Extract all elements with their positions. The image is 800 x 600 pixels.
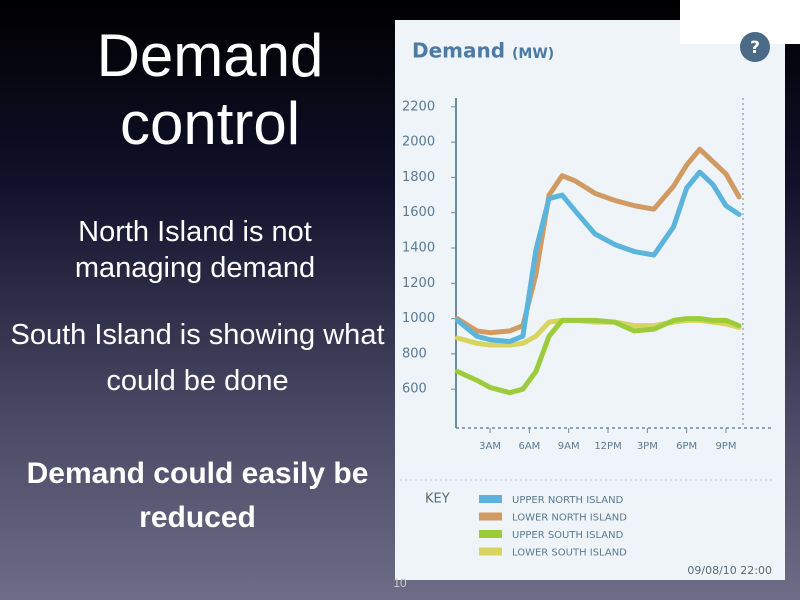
series-line	[454, 316, 742, 396]
legend-label: LOWER SOUTH ISLAND	[512, 548, 627, 559]
timestamp: 09/08/10 22:00	[687, 564, 772, 577]
legend-title: KEY	[425, 492, 450, 507]
bullet: South Island is showing what could be do…	[10, 319, 385, 397]
y-tick-label: 600	[402, 382, 427, 397]
legend-swatch	[479, 495, 502, 503]
y-tick-label: 1000	[402, 311, 435, 326]
page-number: 10	[393, 576, 407, 590]
legend-swatch	[479, 530, 502, 538]
x-tick-label: 6AM	[518, 441, 540, 452]
series-line	[454, 169, 742, 345]
slide-title: Demand control	[96, 22, 324, 157]
legend-swatch	[479, 512, 502, 521]
legend-label: LOWER NORTH ISLAND	[512, 513, 627, 524]
x-tick-label: 9PM	[715, 441, 736, 452]
legend-swatch	[479, 547, 502, 556]
x-tick-label: 9AM	[558, 441, 580, 452]
unit: (MW)	[512, 46, 554, 62]
y-tick-label: 2200	[402, 99, 435, 114]
series-line	[454, 146, 742, 336]
legend-label: UPPER NORTH ISLAND	[512, 495, 624, 506]
chart-panel	[395, 20, 785, 580]
help-icon[interactable]: ?	[750, 38, 760, 58]
bullet: North Island is not managing demand	[74, 216, 316, 284]
conclusion: Demand could easily be reduced	[26, 457, 369, 534]
y-tick-label: 1600	[402, 205, 435, 220]
y-tick-label: 1800	[402, 170, 435, 185]
x-tick-label: 6PM	[676, 441, 697, 452]
x-tick-label: 3AM	[479, 441, 501, 452]
logo	[680, 0, 800, 44]
legend-label: UPPER SOUTH ISLAND	[512, 530, 624, 541]
y-tick-label: 1200	[402, 276, 435, 291]
x-tick-label: 12PM	[594, 441, 621, 452]
y-tick-label: 1400	[402, 241, 435, 256]
y-tick-label: 800	[402, 346, 427, 361]
x-tick-label: 3PM	[637, 441, 658, 452]
help-button[interactable]	[740, 32, 770, 62]
chart-title: Demand	[412, 39, 505, 63]
y-tick-label: 2000	[402, 135, 435, 150]
